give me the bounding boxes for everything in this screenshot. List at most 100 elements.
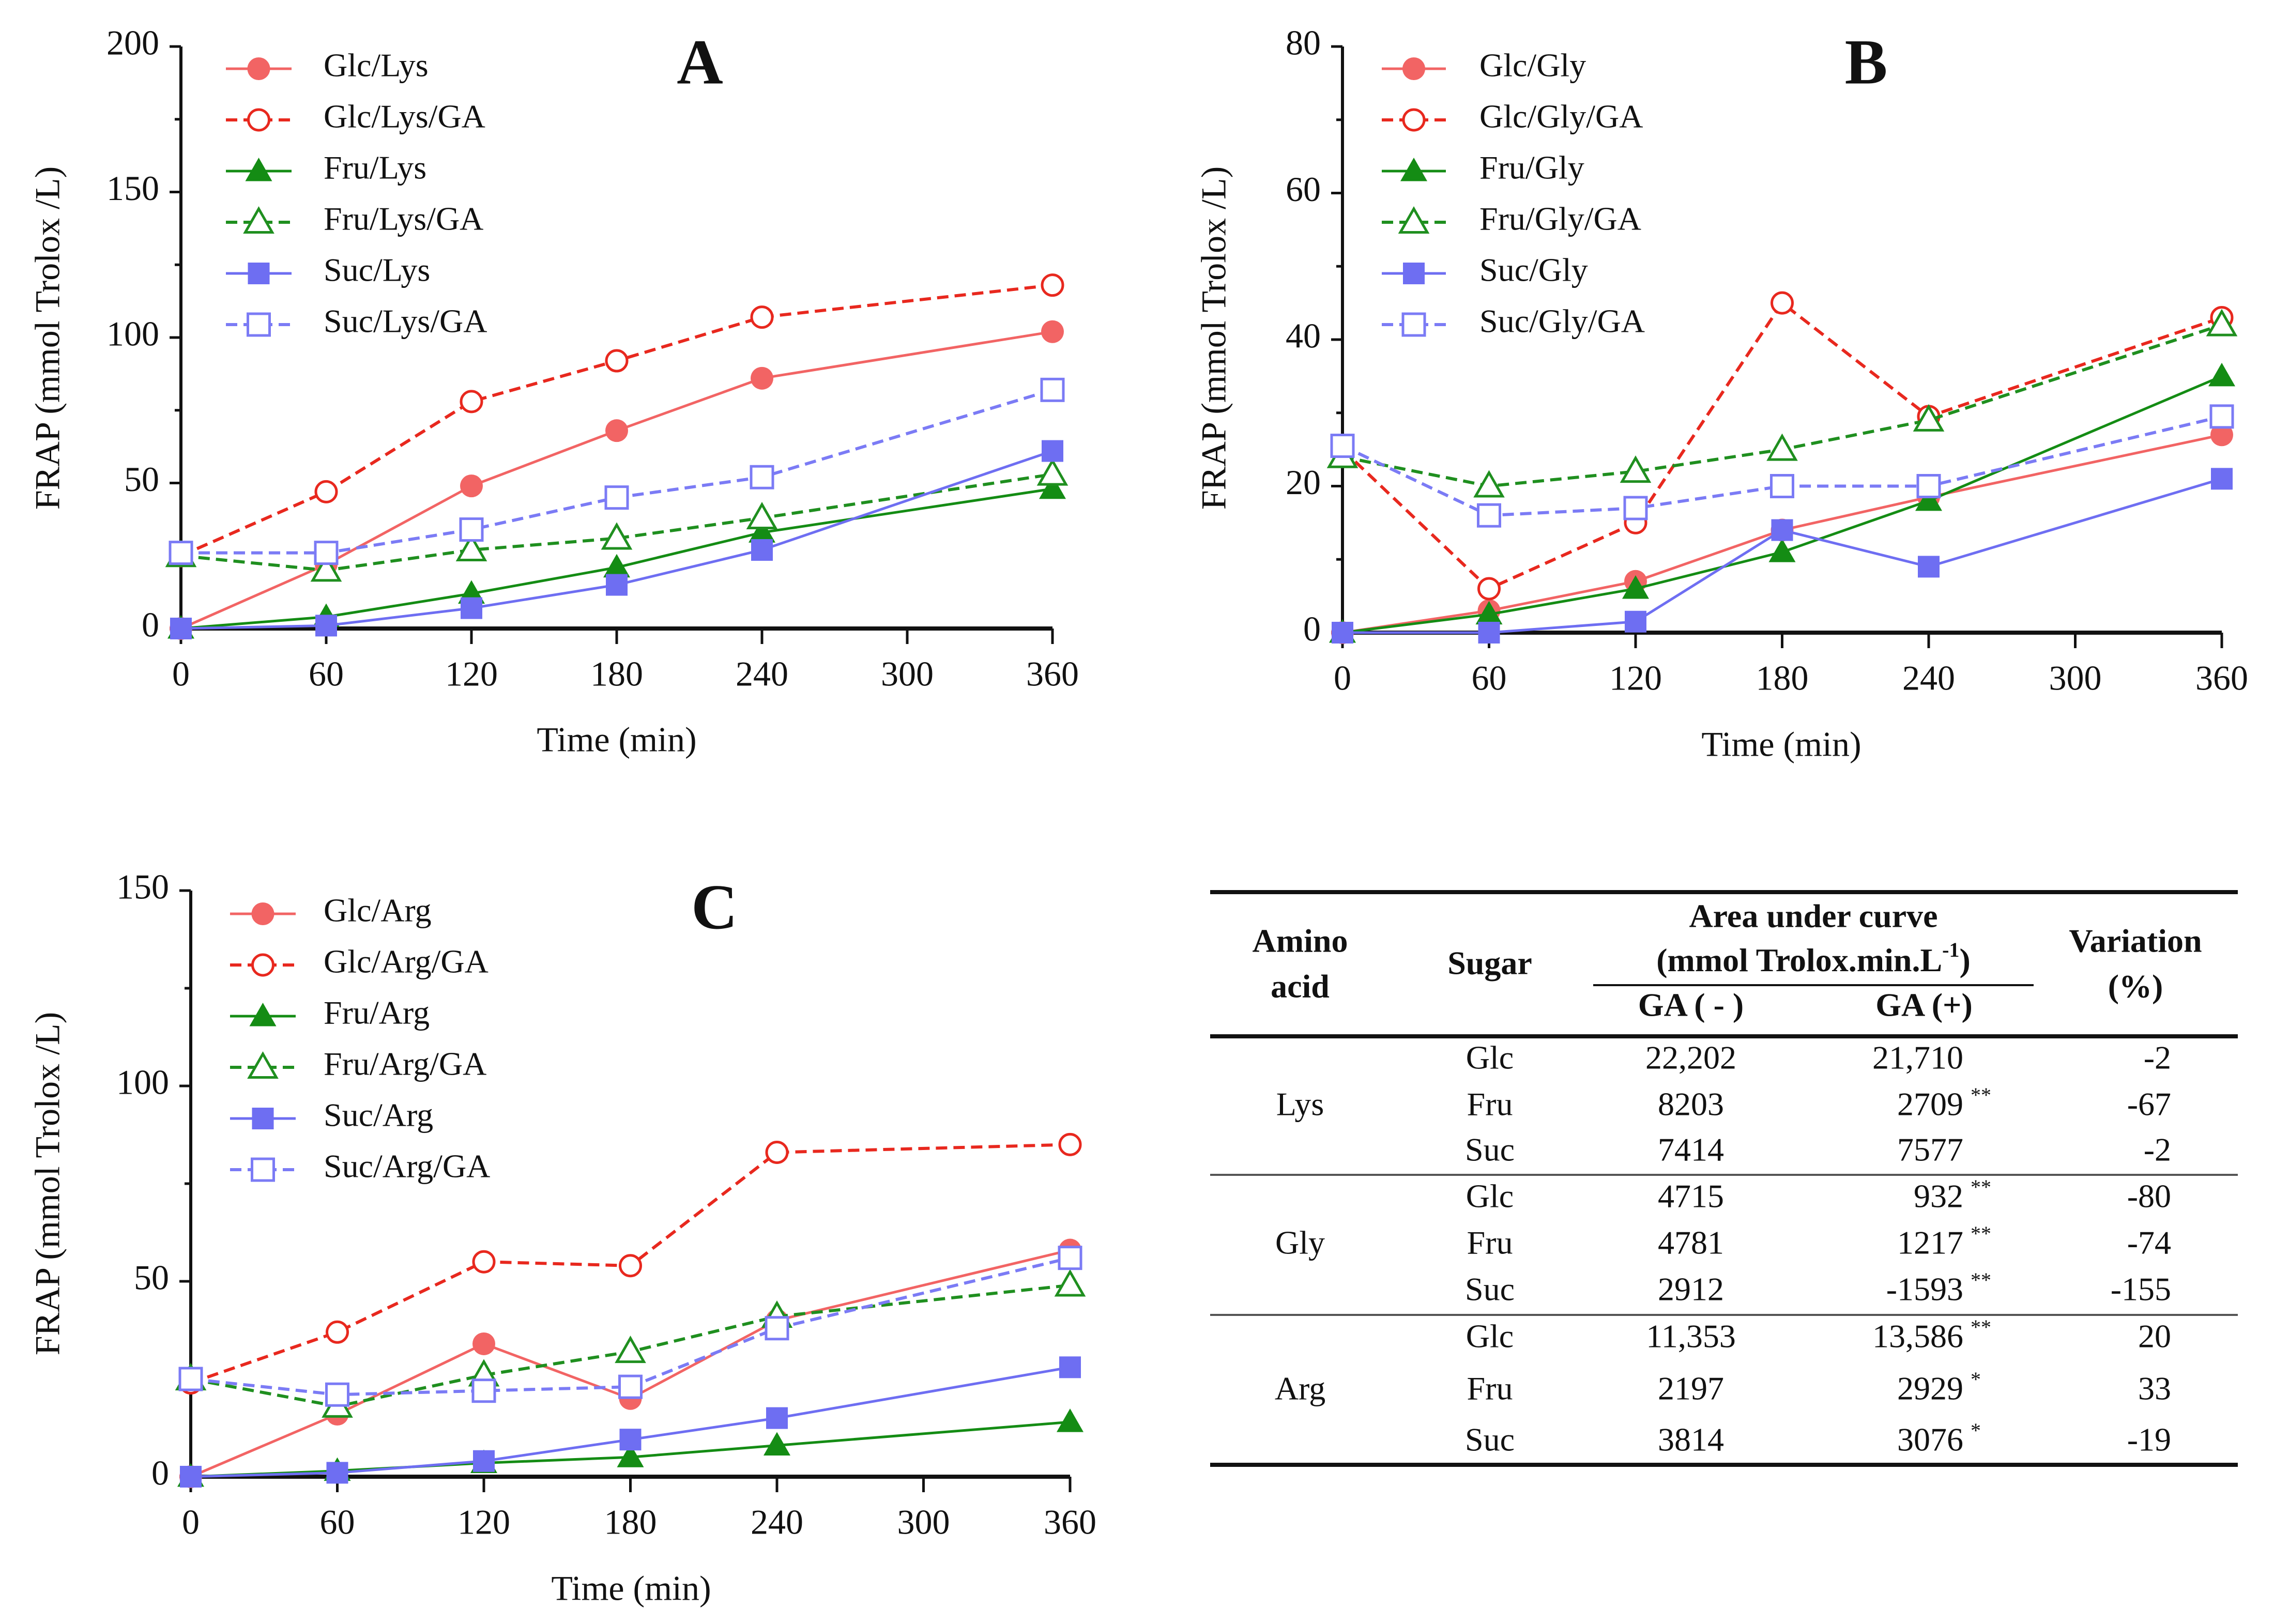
data-point [605, 349, 629, 373]
data-point [1473, 470, 1505, 498]
data-point [603, 554, 630, 578]
table-row: Glc 22,202 21,710 -2 [1466, 1039, 2171, 1076]
legend-label: Fru/Arg/GA [324, 1046, 486, 1082]
sugar-cell: Fru [1467, 1224, 1513, 1261]
data-point [1041, 320, 1064, 343]
data-point [605, 419, 628, 442]
series-suc-gly [1332, 468, 2233, 644]
legend-marker-icon [247, 57, 270, 80]
legend-label: Glc/Lys/GA [324, 98, 485, 135]
series-line [1342, 433, 2222, 634]
y-tick-label: 80 [1286, 23, 1321, 63]
y-tick-label: 0 [142, 605, 159, 645]
legend-marker-icon [243, 206, 274, 234]
legend-item: Suc/Lys [226, 252, 430, 288]
x-tick-label: 0 [182, 1503, 200, 1542]
data-point [314, 480, 338, 503]
y-tick-label: 200 [106, 23, 159, 63]
legend-label: Suc/Arg/GA [324, 1148, 490, 1185]
series-line [1341, 300, 2222, 591]
series-line [180, 472, 1053, 572]
ga-minus-cell: 8203 [1658, 1086, 1724, 1123]
ga-plus-cell: 2929 [1897, 1370, 1963, 1407]
ga-plus-cell: 2709 [1897, 1086, 1963, 1123]
table-row: Suc 3814 3076 * -19 [1465, 1419, 2171, 1458]
legend-label: Suc/Lys [324, 252, 430, 288]
x-axis-label: Time (min) [1701, 725, 1861, 764]
data-point [314, 541, 339, 565]
y-tick-label: 20 [1286, 463, 1321, 502]
data-point [766, 1407, 788, 1429]
data-point [1916, 474, 1941, 498]
table-group-lys: Lys Glc 22,202 21,710 -2 Fru 8203 2709 ** -67 Suc 7… [1276, 1039, 2171, 1168]
data-point [1332, 622, 1353, 644]
data-point [1040, 377, 1065, 402]
data-point [315, 615, 337, 637]
chart-panel-a: 0 50 100 150 200 0 60 120 180 240 300 360 Time (min)… [28, 23, 1079, 759]
legend-label: Suc/Gly/GA [1479, 303, 1645, 340]
legend-label: Fru/Lys [324, 149, 426, 186]
data-point [619, 1254, 642, 1278]
legend-item: Glc/Gly [1382, 47, 1586, 84]
y-tick-label: 100 [116, 1063, 169, 1102]
data-point [1622, 575, 1649, 599]
variation-cell: -2 [2144, 1131, 2171, 1168]
data-point [619, 1429, 642, 1451]
legend-marker-icon [1403, 263, 1425, 284]
data-point [1042, 440, 1063, 462]
data-point [765, 1316, 789, 1341]
legend-item: Fru/Lys/GA [226, 201, 483, 237]
data-point [1625, 610, 1646, 633]
data-point [1058, 1246, 1082, 1270]
data-point [618, 1374, 643, 1399]
data-point [1036, 458, 1069, 486]
x-tick-label: 300 [881, 654, 934, 694]
data-point [455, 533, 487, 561]
significance-marker: ** [1971, 1315, 1991, 1339]
series-line [1342, 375, 2222, 634]
legend-marker-icon [247, 312, 271, 337]
panel-letter: C [691, 871, 738, 942]
data-point [1054, 1269, 1086, 1297]
y-tick-label: 150 [106, 168, 159, 208]
variation-cell: 33 [2138, 1370, 2171, 1407]
series-line [180, 283, 1053, 557]
header-amino-acid: acid [1271, 968, 1330, 1005]
header-auc: Area under curve [1689, 898, 1937, 934]
amino-acid-cell: Arg [1275, 1370, 1325, 1407]
significance-marker: ** [1971, 1175, 1991, 1199]
variation-cell: -19 [2127, 1421, 2171, 1458]
data-point [325, 1382, 349, 1407]
ga-plus-cell: -1593 [1886, 1271, 1963, 1308]
ga-minus-cell: 4781 [1658, 1224, 1724, 1261]
data-point [617, 1444, 644, 1467]
data-point [1478, 622, 1500, 644]
x-tick-label: 180 [590, 654, 643, 694]
x-tick-label: 120 [445, 654, 498, 694]
table-row: Suc 7414 7577 -2 [1465, 1131, 2171, 1168]
amino-acid-cell: Gly [1275, 1224, 1325, 1261]
ga-plus-cell: 13,586 [1872, 1318, 1963, 1355]
series-line [1341, 415, 2222, 517]
series-line [190, 1283, 1071, 1408]
series-fru-gly [1329, 362, 2235, 643]
table-row: Glc 11,353 13,586 ** 20 [1466, 1315, 2171, 1355]
data-point [764, 1432, 790, 1456]
data-point [1330, 434, 1355, 458]
legend-item: Glc/Arg [230, 892, 432, 929]
legend-item: Glc/Lys/GA [226, 98, 485, 135]
header-variation: (%) [2108, 968, 2163, 1005]
x-tick-label: 240 [1902, 658, 1955, 698]
ga-minus-cell: 22,202 [1645, 1039, 1736, 1076]
data-point [471, 1378, 496, 1403]
legend-label: Suc/Arg [324, 1097, 433, 1133]
header-auc-units-part: (mmol Trolox.min.L [1656, 942, 1942, 978]
data-point [1475, 601, 1503, 625]
series-suc-lys-ga [169, 377, 1065, 565]
x-tick-label: 60 [1472, 658, 1507, 698]
series-line [181, 388, 1053, 555]
variation-cell: -2 [2144, 1039, 2171, 1076]
data-point [1623, 496, 1648, 520]
variation-cell: -155 [2111, 1271, 2171, 1308]
